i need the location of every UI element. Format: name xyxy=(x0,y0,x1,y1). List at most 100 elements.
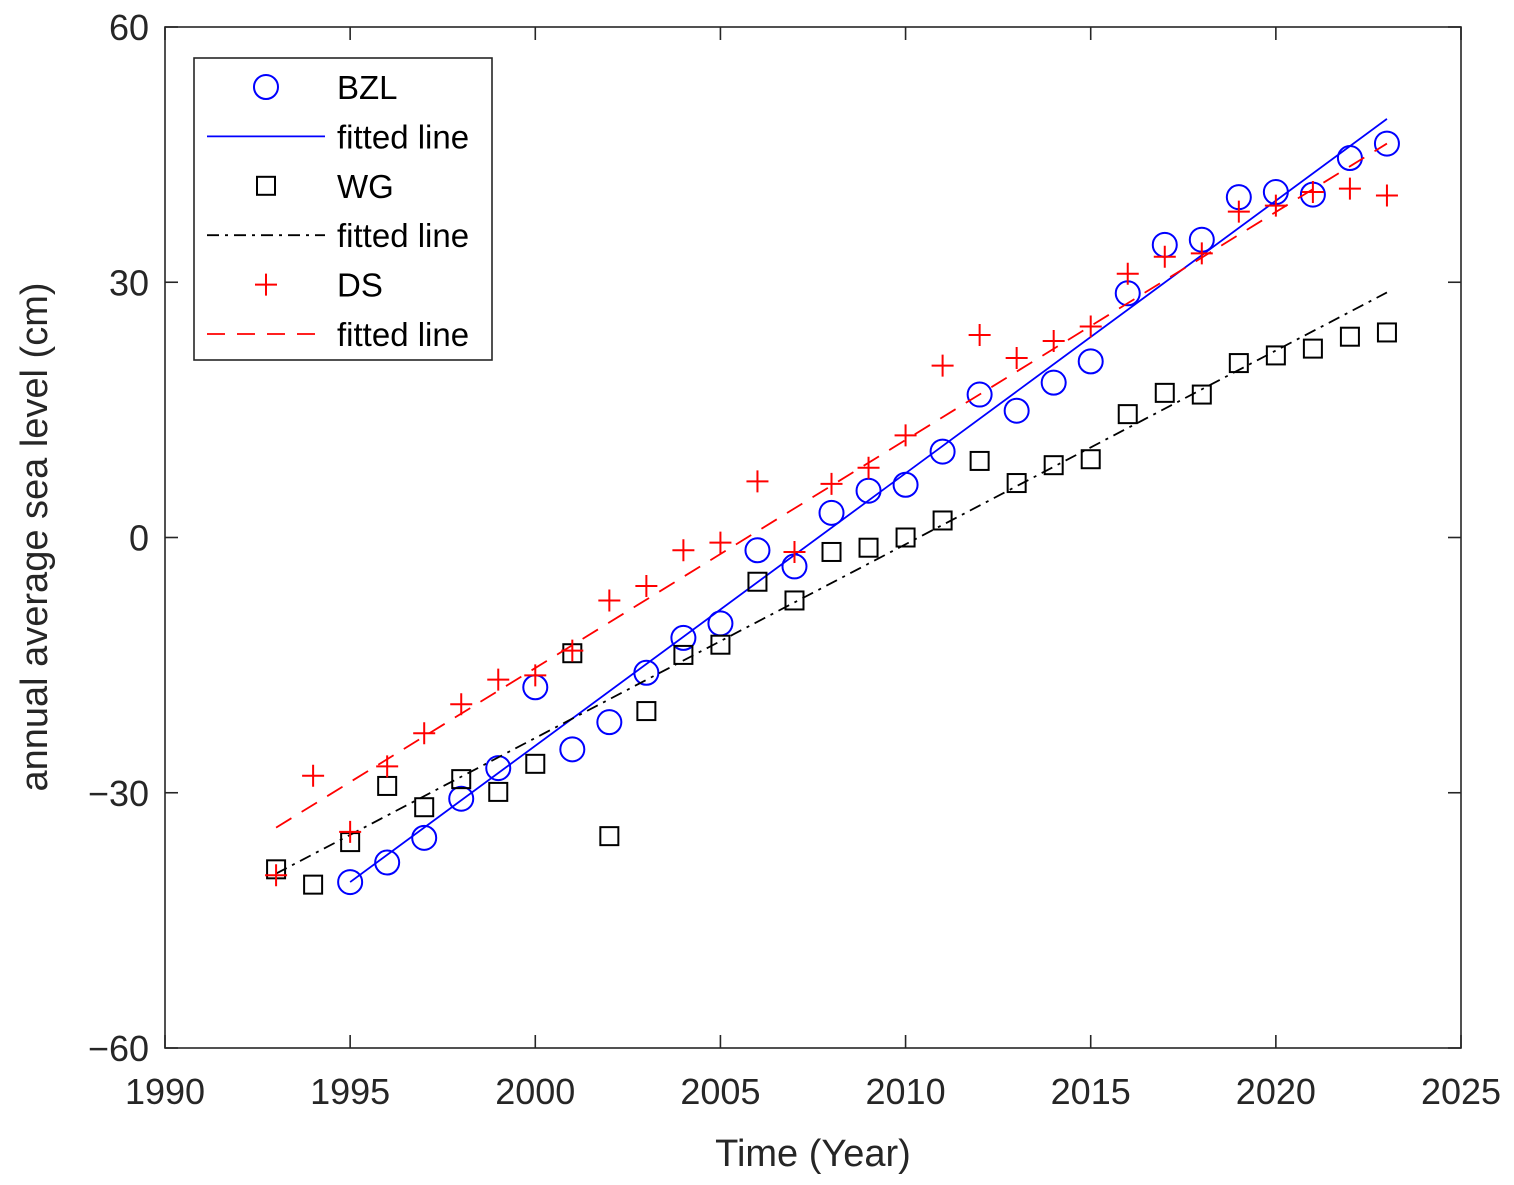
legend-label: WG xyxy=(337,168,394,205)
legend: BZL fitted line WG fitted line DS fitted line xyxy=(193,57,493,361)
legend-item: WG xyxy=(256,168,394,205)
ds-point xyxy=(1338,177,1361,200)
wg-point xyxy=(1228,353,1249,374)
wg-point xyxy=(303,874,324,895)
wg-point xyxy=(636,701,657,722)
bzl-point xyxy=(374,849,401,876)
ds-point xyxy=(450,693,473,716)
wg-point xyxy=(1117,404,1138,425)
legend-swatch-wg xyxy=(256,175,276,196)
wg-point xyxy=(895,527,916,548)
ds-point xyxy=(339,820,362,843)
y-tick-label: −60 xyxy=(88,1028,149,1069)
ds-point xyxy=(968,324,991,347)
wg-point xyxy=(821,541,842,562)
ds-point xyxy=(820,472,843,495)
ds-point xyxy=(1153,245,1176,268)
ds-point xyxy=(857,456,880,479)
wg-point xyxy=(747,571,768,592)
ds-point xyxy=(635,574,658,597)
wg-point xyxy=(1302,338,1323,359)
x-axis-title: Time (Year) xyxy=(715,1133,911,1175)
bzl-point xyxy=(559,736,586,763)
ds-point xyxy=(302,764,325,787)
ds-point xyxy=(1301,181,1324,204)
wg-point xyxy=(1154,382,1175,403)
legend-item: fitted line xyxy=(207,316,469,353)
ds-point xyxy=(487,668,510,691)
ds-point xyxy=(783,540,806,563)
bzl-point xyxy=(744,537,771,564)
wg-point xyxy=(1339,326,1360,347)
x-tick-label: 1990 xyxy=(125,1071,205,1112)
series-fit-BZL xyxy=(349,118,1388,883)
ds-point xyxy=(1005,346,1028,369)
ds-point xyxy=(931,354,954,377)
legend-label: fitted line xyxy=(337,118,469,155)
fitted-line-bzl xyxy=(349,118,1388,883)
wg-point xyxy=(1080,449,1101,470)
x-tick-label: 2015 xyxy=(1051,1071,1131,1112)
plot-marks xyxy=(265,118,1400,896)
legend-label: fitted line xyxy=(337,316,469,353)
fitted-line-wg xyxy=(275,291,1388,875)
bzl-point xyxy=(1003,397,1030,424)
wg-point xyxy=(969,450,990,471)
bzl-point xyxy=(1077,348,1104,375)
wg-point xyxy=(710,634,731,655)
ds-point xyxy=(709,531,732,554)
ds-point xyxy=(1079,315,1102,338)
wg-point xyxy=(1043,455,1064,476)
legend-label: DS xyxy=(337,267,383,304)
legend-label: BZL xyxy=(337,69,398,106)
ds-point xyxy=(1375,184,1398,207)
legend-item: fitted line xyxy=(207,118,469,155)
legend-box xyxy=(193,57,493,361)
legend-swatch-ds xyxy=(255,273,277,296)
ds-point xyxy=(1227,200,1250,223)
legend-item: BZL xyxy=(253,69,398,106)
ds-point xyxy=(413,722,436,745)
wg-point xyxy=(414,797,435,818)
wg-point xyxy=(784,590,805,611)
wg-point xyxy=(1376,322,1397,343)
x-tick-label: 2010 xyxy=(866,1071,946,1112)
bzl-point xyxy=(485,755,512,782)
y-tick-label: −30 xyxy=(88,773,149,814)
wg-point xyxy=(488,781,509,802)
bzl-point xyxy=(448,785,475,812)
x-tick-label: 2025 xyxy=(1421,1071,1501,1112)
fitted-line-ds xyxy=(275,142,1388,829)
axes: 1990 1995 2000 2005 2010 2015 2020 2025 −60 −30 0 3… xyxy=(88,7,1501,1112)
ds-point xyxy=(1116,262,1139,285)
x-tick-label: 2020 xyxy=(1236,1071,1316,1112)
y-tick-label: 30 xyxy=(109,262,149,303)
bzl-point xyxy=(818,499,845,526)
ds-point xyxy=(265,864,288,887)
legend-label: fitted line xyxy=(337,217,469,254)
wg-point xyxy=(451,769,472,790)
series-fit-DS xyxy=(275,142,1388,829)
ds-point xyxy=(672,539,695,562)
bzl-point xyxy=(1373,130,1400,157)
wg-point xyxy=(525,753,546,774)
wg-point xyxy=(599,826,620,847)
y-tick-label: 0 xyxy=(129,518,149,559)
wg-point xyxy=(858,537,879,558)
bzl-point xyxy=(337,869,364,896)
x-tick-label: 2000 xyxy=(495,1071,575,1112)
legend-item: DS xyxy=(255,267,383,304)
ds-point xyxy=(598,589,621,612)
bzl-point xyxy=(411,824,438,851)
wg-point xyxy=(1006,473,1027,494)
bzl-point xyxy=(1040,369,1067,396)
x-tick-label: 1995 xyxy=(310,1071,390,1112)
bzl-point xyxy=(596,709,623,736)
ds-point xyxy=(746,470,769,493)
x-tick-label: 2005 xyxy=(680,1071,760,1112)
bzl-point xyxy=(670,624,697,651)
ds-point xyxy=(894,424,917,447)
series-WG xyxy=(266,322,1397,895)
series-fit-WG xyxy=(275,291,1388,875)
